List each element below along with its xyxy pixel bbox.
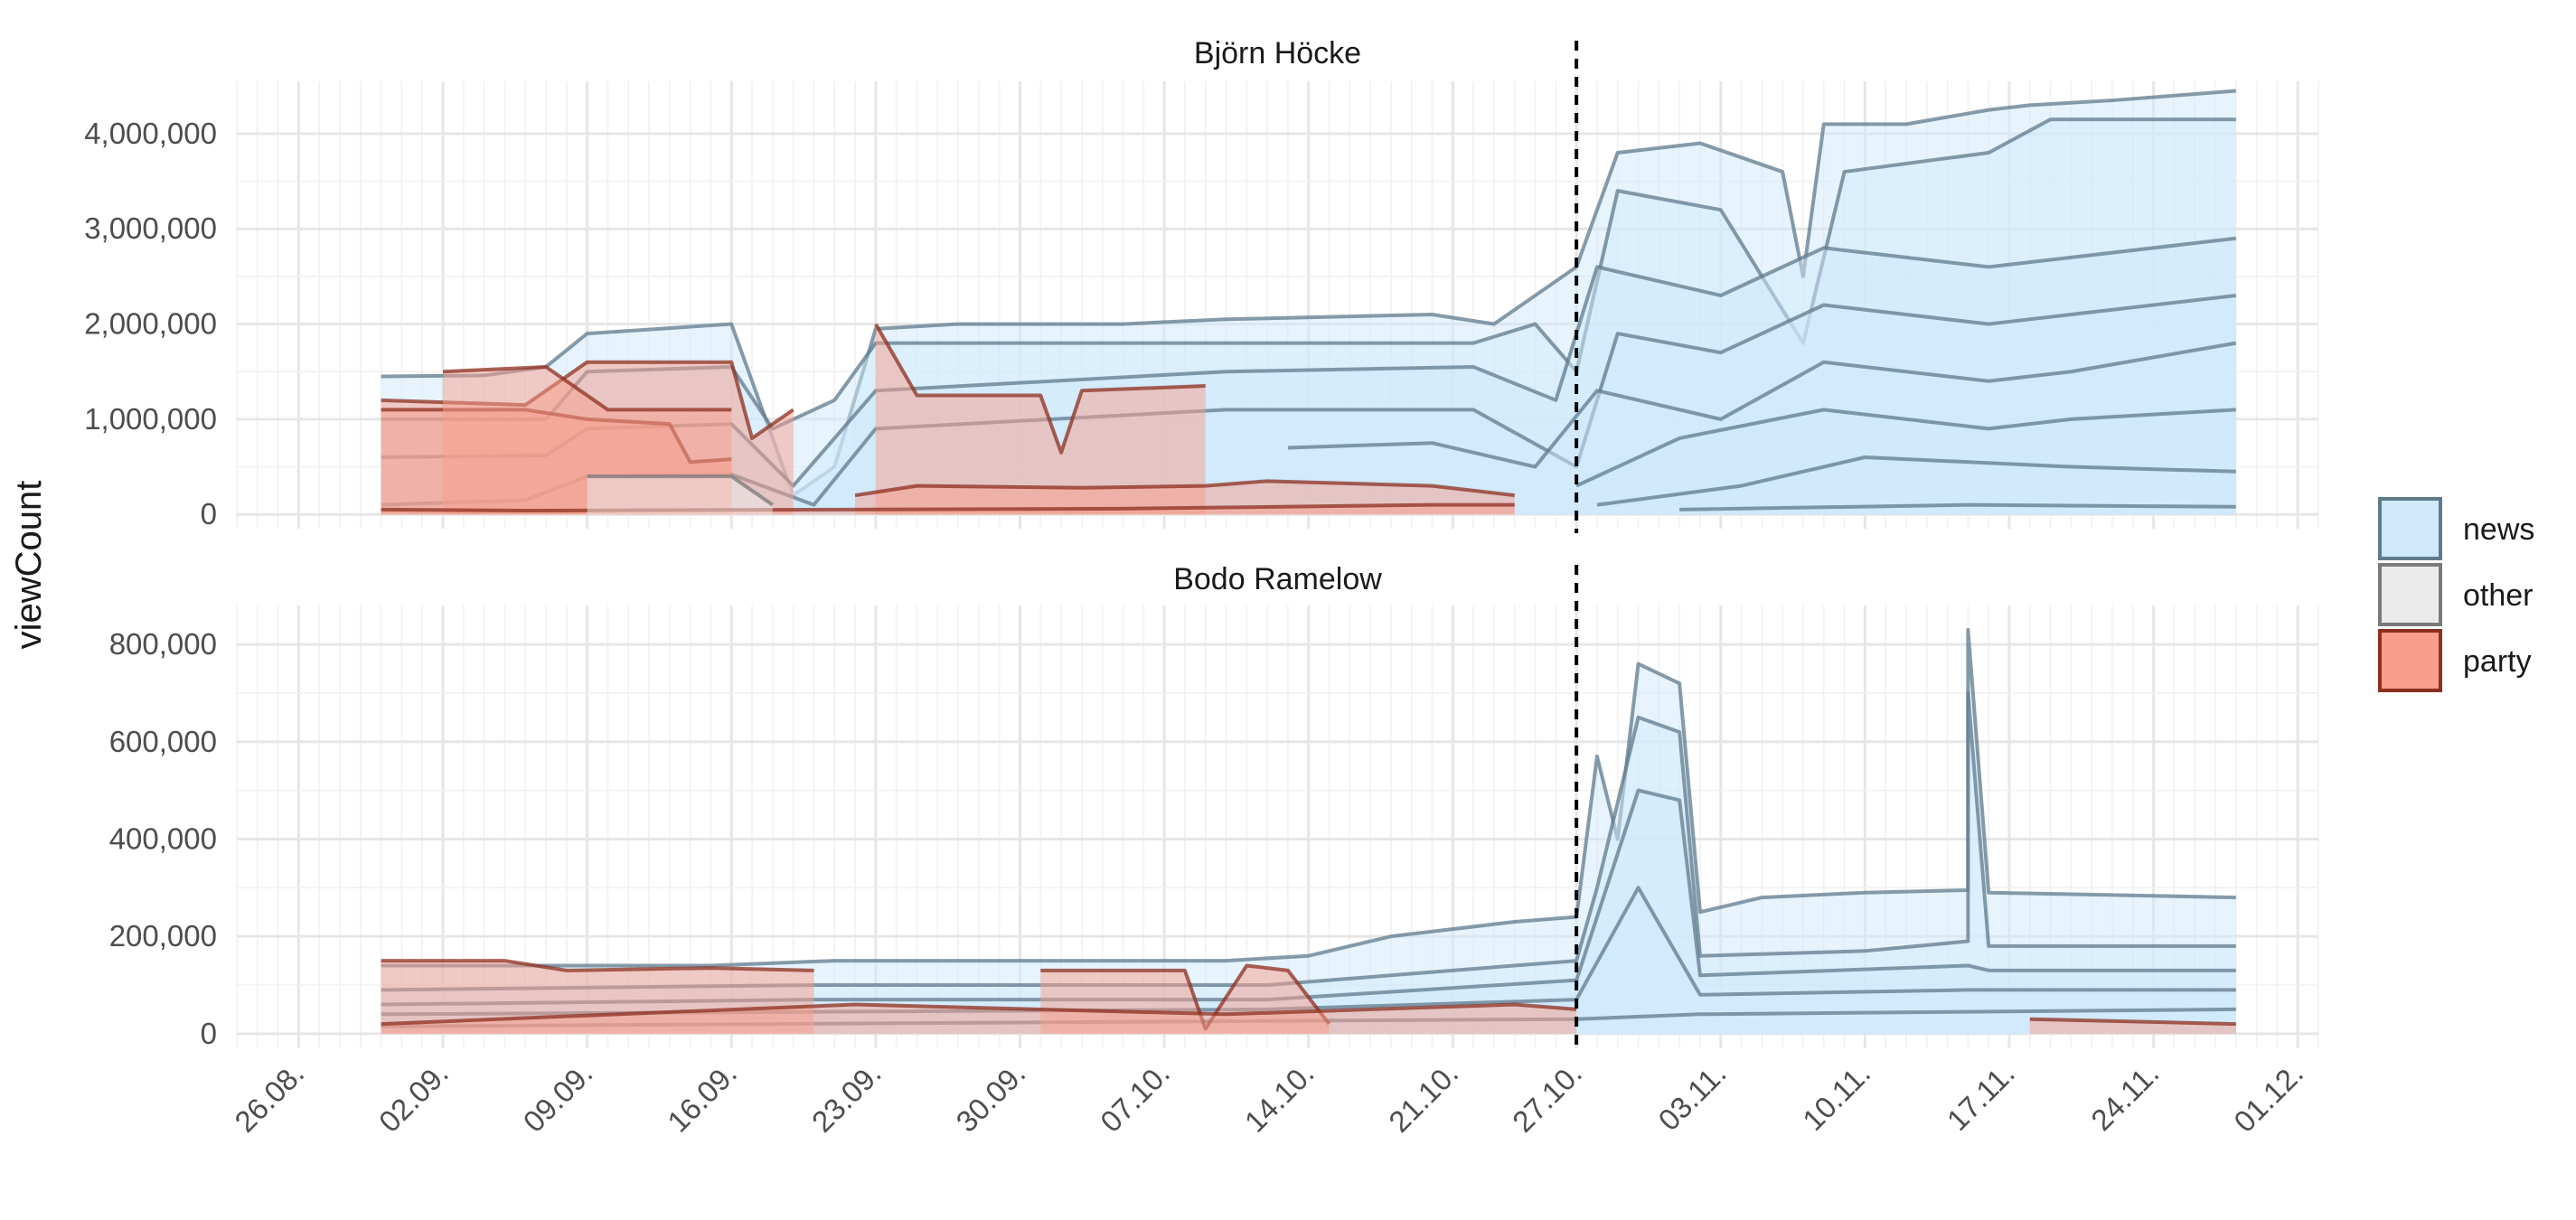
x-tick-label: 03.11. [1651, 1056, 1732, 1137]
y-tick-label: 400,000 [109, 821, 217, 855]
series-line-party [381, 959, 814, 972]
x-tick-label: 21.10. [1382, 1056, 1464, 1139]
x-tick-label: 07.10. [1094, 1056, 1176, 1139]
y-tick-label: 1,000,000 [84, 402, 217, 436]
legend-label-party: party [2463, 644, 2532, 679]
series-line-party [854, 479, 1515, 498]
series-line-party [381, 502, 1515, 512]
x-tick-label: 14.10. [1238, 1056, 1321, 1139]
series-area-party [2029, 1018, 2236, 1034]
series-area-other [587, 476, 773, 515]
x-tick-label: 24.11. [2084, 1056, 2165, 1137]
series-line-news [1575, 408, 2236, 488]
legend-key-party [2378, 629, 2442, 692]
x-tick-label: 23.09. [805, 1056, 888, 1139]
series-line-other [587, 474, 774, 507]
x-tick-label: 09.09. [517, 1056, 599, 1139]
y-tick-label: 0 [201, 1017, 217, 1050]
x-tick-label: 10.11. [1796, 1056, 1876, 1137]
series-line-party [2029, 1017, 2236, 1027]
series-area-party [875, 324, 1206, 515]
series-line-news [381, 89, 2236, 498]
x-axis: 26.08. 02.09. 09.09. 16.09. 23.09. 30.09. 07.1… [228, 1056, 2309, 1139]
x-tick-label: 26.08. [228, 1056, 310, 1139]
x-tick-label: 01.12. [2227, 1056, 2309, 1139]
panel-bjoern-hoecke: 0 1,000,000 2,000,000 3,000,000 4,000,000 Bj… [84, 36, 2319, 530]
x-tick-label: 27.10. [1506, 1056, 1588, 1139]
series-line-party [874, 323, 1206, 455]
series-area-news [381, 629, 2236, 1034]
series-area-news [381, 887, 2236, 1034]
y-tick-label: 200,000 [109, 919, 217, 953]
series-line-news [1287, 341, 2237, 469]
x-tick-label: 02.09. [372, 1056, 455, 1139]
series-line-news [1679, 502, 2236, 511]
panel-bodo-ramelow: 0 200,000 400,000 600,000 800,000 Bodo Ramel… [109, 562, 2319, 1050]
y-tick-label: 4,000,000 [84, 117, 217, 150]
series-area-news [1596, 457, 2236, 515]
series-line-party [1040, 963, 1331, 1031]
panel-title: Bodo Ramelow [1173, 562, 1382, 596]
y-tick-label: 2,000,000 [84, 307, 217, 341]
legend-key-other [2378, 563, 2442, 626]
y-tick-label: 3,000,000 [84, 211, 217, 245]
x-tick-label: 30.09. [949, 1056, 1031, 1139]
legend-key-news [2378, 497, 2442, 560]
series-line-party [381, 1002, 1577, 1027]
series-line-news [1596, 455, 2236, 507]
x-tick-label: 16.09. [661, 1056, 743, 1139]
legend: news other party [2378, 497, 2534, 692]
y-tick-label: 800,000 [109, 627, 217, 661]
legend-label-other: other [2463, 578, 2534, 613]
y-tick-label: 600,000 [109, 725, 217, 758]
x-tick-label: 17.11. [1941, 1056, 2021, 1137]
series-line-party [442, 364, 732, 412]
y-tick-label: 0 [201, 497, 217, 530]
y-axis-title: viewCount [9, 481, 49, 650]
legend-label-news: news [2463, 512, 2534, 547]
panel-title: Björn Höcke [1194, 36, 1361, 70]
